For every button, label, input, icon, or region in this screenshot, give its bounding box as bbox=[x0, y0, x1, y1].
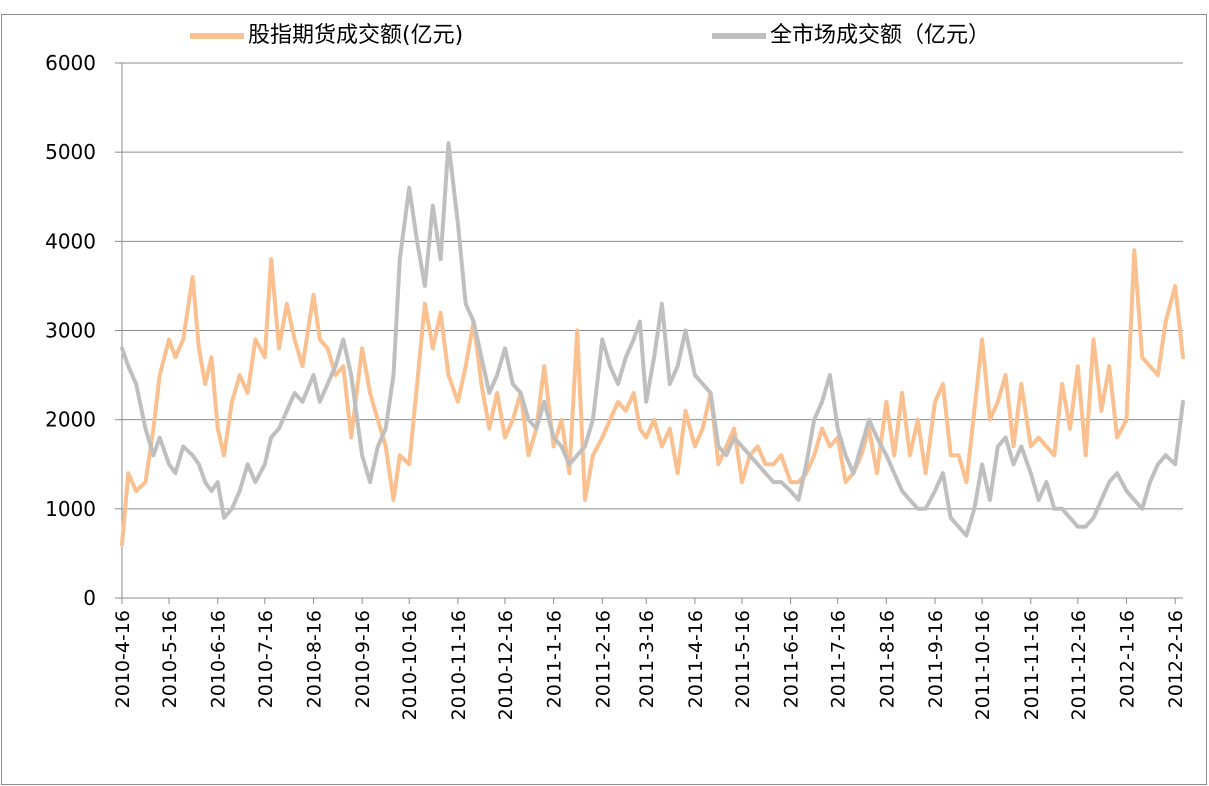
x-tick-label: 2010-9-16 bbox=[352, 610, 374, 708]
legend: 股指期货成交额(亿元) 全市场成交额（亿元） bbox=[190, 23, 990, 48]
x-tick-label: 2011-7-16 bbox=[828, 610, 850, 708]
y-tick-label: 1000 bbox=[45, 497, 96, 521]
x-tick-label: 2011-11-16 bbox=[1021, 610, 1043, 720]
gridlines bbox=[122, 62, 1183, 510]
y-tick-label: 4000 bbox=[45, 229, 96, 253]
x-tick-label: 2010-8-16 bbox=[303, 610, 325, 708]
x-tick-label: 2011-4-16 bbox=[685, 610, 707, 708]
x-tick-label: 2011-8-16 bbox=[876, 610, 898, 708]
x-tick-label: 2011-2-16 bbox=[592, 610, 614, 708]
x-tick-label: 2011-3-16 bbox=[636, 610, 658, 708]
x-tick-label: 2010-12-16 bbox=[495, 610, 517, 720]
x-tick-label: 2010-11-16 bbox=[448, 610, 470, 720]
series-line-0 bbox=[120, 248, 1185, 547]
y-tick-label: 0 bbox=[83, 586, 96, 610]
x-tick-label: 2011-10-16 bbox=[972, 610, 994, 720]
x-tick-label: 2010-10-16 bbox=[399, 610, 421, 720]
x-tick-label: 2011-9-16 bbox=[925, 610, 947, 708]
x-tick-label: 2011-12-16 bbox=[1068, 610, 1090, 720]
x-tick-label: 2010-6-16 bbox=[208, 610, 230, 708]
x-axis: 2010-4-16 2010-5-16 2010-6-16 2010-7-16 2010… bbox=[112, 597, 1187, 720]
x-tick-label: 2010-7-16 bbox=[255, 610, 277, 708]
x-tick-label: 2010-5-16 bbox=[159, 610, 181, 708]
x-tick-label: 2011-5-16 bbox=[732, 610, 754, 708]
series-layer bbox=[120, 141, 1185, 547]
y-tick-label: 3000 bbox=[45, 319, 96, 343]
x-tick-label: 2012-1-16 bbox=[1116, 610, 1138, 708]
legend-label-series-0: 股指期货成交额(亿元) bbox=[248, 23, 463, 48]
chart-frame bbox=[1, 14, 1207, 785]
x-tick-label: 2011-6-16 bbox=[781, 610, 803, 708]
series-line-1 bbox=[120, 141, 1185, 538]
legend-label-series-1: 全市场成交额（亿元） bbox=[770, 23, 990, 48]
y-axis: 0 1000 2000 3000 4000 5000 6000 bbox=[45, 51, 123, 610]
x-tick-label: 2011-1-16 bbox=[544, 610, 566, 708]
y-tick-label: 2000 bbox=[45, 408, 96, 432]
y-tick-label: 5000 bbox=[45, 140, 96, 164]
y-tick-label: 6000 bbox=[45, 51, 96, 75]
x-tick-label: 2012-2-16 bbox=[1165, 610, 1187, 708]
x-tick-label: 2010-4-16 bbox=[112, 610, 134, 708]
